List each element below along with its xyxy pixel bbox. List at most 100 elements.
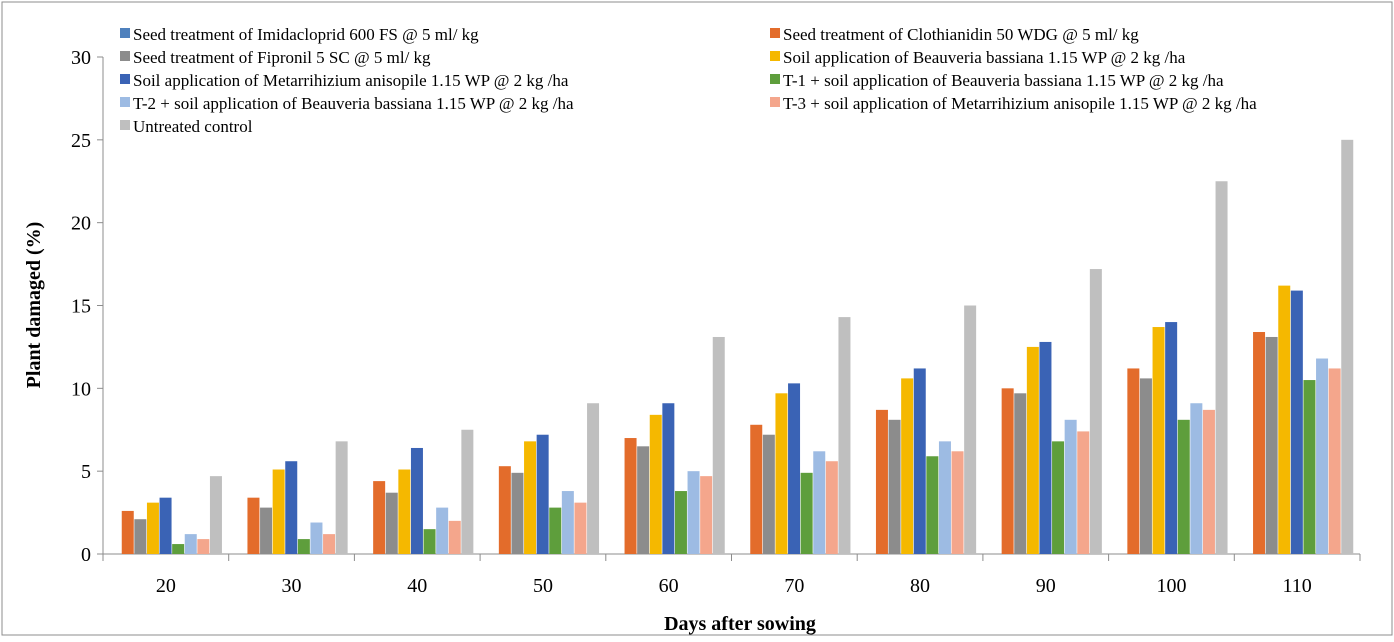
bar-series-4-cat-60 <box>662 403 675 554</box>
bar-series-1-cat-90 <box>1001 388 1014 554</box>
bar-series-6-cat-50 <box>561 491 574 554</box>
bar-series-7-cat-100 <box>1202 409 1215 554</box>
bar-series-3-cat-50 <box>524 441 537 554</box>
bar-series-1-cat-20 <box>121 510 134 554</box>
x-tick-label: 20 <box>156 575 176 597</box>
bar-series-3-cat-90 <box>1026 346 1039 554</box>
bar-series-4-cat-40 <box>410 447 423 554</box>
bar-series-3-cat-70 <box>775 393 788 554</box>
bar-series-2-cat-100 <box>1139 378 1152 554</box>
bar-series-2-cat-40 <box>385 492 398 554</box>
x-tick-label: 50 <box>533 575 553 597</box>
y-tick-label: 5 <box>81 461 91 483</box>
bar-series-8-cat-40 <box>461 429 474 554</box>
legend-label: Seed treatment of Clothianidin 50 WDG @ … <box>783 25 1139 44</box>
bar-series-2-cat-30 <box>260 507 273 554</box>
bar-series-4-cat-50 <box>536 434 549 554</box>
bar-series-6-cat-40 <box>436 507 449 554</box>
bar-series-1-cat-100 <box>1127 368 1140 554</box>
bars-group <box>121 139 1354 555</box>
legend-swatch <box>770 28 780 38</box>
legend-swatch <box>770 74 780 84</box>
bar-series-8-cat-100 <box>1215 181 1228 554</box>
bar-series-7-cat-40 <box>448 520 461 554</box>
legend-swatch <box>120 51 130 61</box>
bar-series-2-cat-20 <box>134 519 147 554</box>
bar-series-8-cat-50 <box>587 403 600 554</box>
bar-series-4-cat-30 <box>285 461 298 554</box>
bar-series-4-cat-100 <box>1165 322 1178 554</box>
legend-swatch <box>770 51 780 61</box>
legend-swatch <box>120 28 130 38</box>
legend-swatch <box>120 120 130 130</box>
bar-series-8-cat-30 <box>335 441 348 554</box>
bar-series-6-cat-80 <box>938 441 951 554</box>
bar-series-3-cat-100 <box>1152 327 1165 554</box>
bar-series-5-cat-70 <box>800 472 813 554</box>
legend-label: T-1 + soil application of Beauveria bass… <box>783 71 1224 90</box>
bar-series-7-cat-60 <box>700 476 713 554</box>
legend-label: T-2 + soil application of Beauveria bass… <box>133 94 574 113</box>
legend-label: Seed treatment of Fipronil 5 SC @ 5 ml/ … <box>133 48 431 67</box>
y-tick-label: 15 <box>71 296 91 318</box>
bar-series-7-cat-70 <box>825 461 838 554</box>
legend-swatch <box>120 97 130 107</box>
x-tick-label: 30 <box>282 575 302 597</box>
bar-series-5-cat-100 <box>1177 419 1190 554</box>
bar-series-8-cat-20 <box>209 476 222 554</box>
y-tick-label: 30 <box>71 47 91 69</box>
bar-series-8-cat-60 <box>712 336 725 554</box>
legend: Seed treatment of Imidacloprid 600 FS @ … <box>120 25 1257 136</box>
y-tick-label: 0 <box>81 544 91 566</box>
bar-series-7-cat-90 <box>1077 431 1090 554</box>
bar-series-7-cat-20 <box>197 539 210 554</box>
bar-series-5-cat-40 <box>423 529 436 554</box>
bar-series-5-cat-90 <box>1052 441 1065 554</box>
x-tick-label: 80 <box>910 575 930 597</box>
bar-series-4-cat-80 <box>913 368 926 554</box>
y-tick-label: 20 <box>71 213 91 235</box>
x-tick-label: 60 <box>659 575 679 597</box>
bar-series-2-cat-80 <box>888 419 901 554</box>
bar-series-4-cat-110 <box>1290 290 1303 554</box>
bar-series-1-cat-110 <box>1253 332 1266 554</box>
bar-series-2-cat-50 <box>511 472 524 554</box>
y-axis-title: Plant damaged (%) <box>23 222 45 389</box>
bar-series-7-cat-110 <box>1328 368 1341 554</box>
bar-series-5-cat-60 <box>674 491 687 554</box>
x-axis-title: Days after sowing <box>664 613 816 635</box>
bar-series-5-cat-80 <box>926 456 939 554</box>
bar-series-1-cat-60 <box>624 438 637 554</box>
bar-series-6-cat-70 <box>813 451 826 554</box>
bar-series-4-cat-70 <box>788 383 801 554</box>
y-axis: 0 5 10 15 20 25 30 <box>71 47 104 566</box>
bar-series-6-cat-100 <box>1190 403 1203 554</box>
legend-label: Seed treatment of Imidacloprid 600 FS @ … <box>133 25 479 44</box>
y-tick-label: 10 <box>71 378 91 400</box>
bar-series-3-cat-60 <box>649 414 662 554</box>
legend-label: Soil application of Metarrihizium anisop… <box>133 71 569 90</box>
legend-swatch <box>770 97 780 107</box>
bar-series-3-cat-30 <box>272 469 285 554</box>
bar-series-8-cat-110 <box>1341 139 1354 555</box>
bar-series-4-cat-20 <box>159 497 172 554</box>
bar-series-2-cat-110 <box>1265 336 1278 554</box>
bar-series-1-cat-50 <box>498 466 511 554</box>
bar-series-5-cat-20 <box>172 544 185 554</box>
bar-series-4-cat-90 <box>1039 341 1052 554</box>
bar-series-5-cat-30 <box>297 539 310 554</box>
bar-series-6-cat-30 <box>310 522 323 554</box>
bar-series-8-cat-80 <box>964 305 977 554</box>
bar-series-6-cat-60 <box>687 471 700 554</box>
x-tick-label: 110 <box>1283 575 1312 597</box>
bar-series-2-cat-60 <box>637 446 650 554</box>
bar-series-3-cat-20 <box>146 502 159 554</box>
bar-series-3-cat-40 <box>398 469 411 554</box>
bar-series-3-cat-80 <box>901 378 914 554</box>
bar-series-3-cat-110 <box>1278 285 1291 554</box>
bar-series-7-cat-50 <box>574 502 587 554</box>
legend-label: Soil application of Beauveria bassiana 1… <box>783 48 1186 67</box>
bar-series-1-cat-80 <box>875 409 888 554</box>
